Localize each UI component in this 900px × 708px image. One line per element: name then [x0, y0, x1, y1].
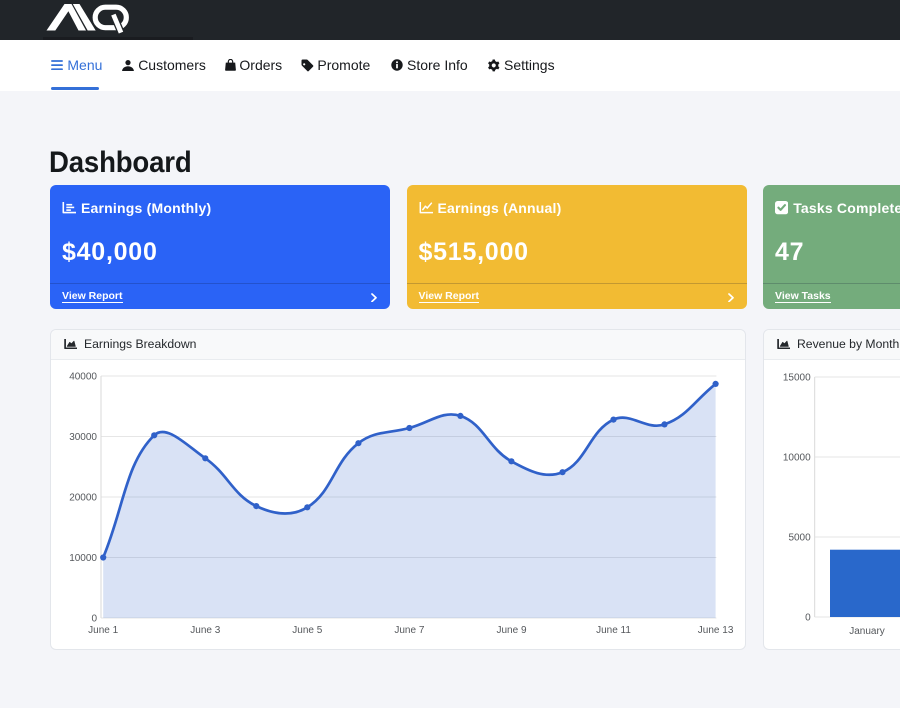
svg-text:June 3: June 3 — [190, 625, 220, 636]
svg-text:5000: 5000 — [788, 532, 811, 543]
svg-text:10000: 10000 — [783, 452, 811, 463]
svg-text:January: January — [849, 626, 885, 637]
svg-text:June 9: June 9 — [496, 625, 526, 636]
svg-text:15000: 15000 — [783, 372, 811, 383]
svg-text:June 13: June 13 — [698, 625, 734, 636]
svg-text:June 1: June 1 — [88, 625, 118, 636]
svg-text:0: 0 — [805, 612, 811, 623]
svg-text:20000: 20000 — [69, 492, 97, 503]
svg-text:0: 0 — [91, 613, 97, 624]
svg-text:June 11: June 11 — [596, 625, 631, 636]
svg-text:June 7: June 7 — [394, 625, 424, 636]
svg-text:10000: 10000 — [69, 553, 97, 564]
svg-text:40000: 40000 — [69, 371, 97, 382]
svg-text:30000: 30000 — [69, 432, 97, 443]
svg-text:June 5: June 5 — [292, 625, 322, 636]
